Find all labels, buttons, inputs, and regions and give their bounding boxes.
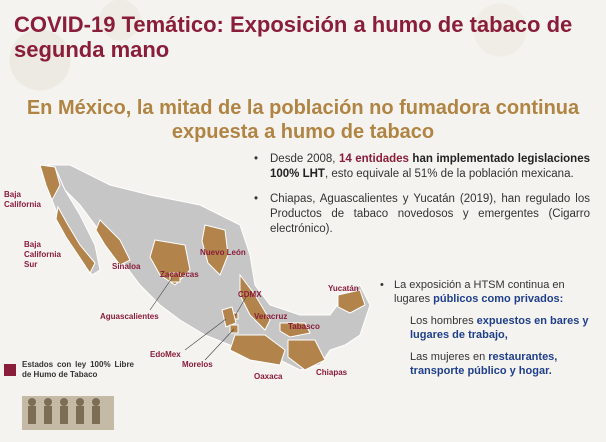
legend-text: Estados con ley 100% Libre de Humo de Ta… (22, 360, 134, 379)
label-aguascalientes: Aguascalientes (100, 312, 159, 321)
label-edomex: EdoMex (150, 350, 181, 359)
label-chiapas: Chiapas (316, 368, 348, 377)
label-nuevo-leon: Nuevo León (200, 248, 246, 257)
mexico-map (39, 164, 371, 371)
label-cdmx: CDMX (238, 290, 262, 299)
state-tabasco (279, 322, 311, 338)
state-oaxaca (229, 334, 286, 366)
entity-count: 14 entidades (338, 153, 409, 165)
legend-swatch (4, 364, 16, 376)
state-sinaloa (95, 219, 131, 266)
label-tabasco: Tabasco (288, 322, 320, 331)
state-aguascalientes (169, 272, 181, 283)
main-bullets: Desde 2008, 14 entidades han implementad… (250, 152, 590, 247)
label-yucatan: Yucatán (328, 284, 359, 293)
government-logo (22, 396, 114, 430)
label-veracruz: Veracruz (254, 312, 288, 321)
state-chiapas (287, 339, 326, 371)
leader-morelos (204, 328, 235, 361)
headline: En México, la mitad de la población no f… (26, 97, 580, 143)
bullet-regulation: Chiapas, Aguascalientes y Yucatán (2019)… (250, 192, 590, 237)
label-zacatecas: Zacatecas (160, 270, 199, 279)
bullet-legislation: Desde 2008, 14 entidades han implementad… (250, 152, 590, 182)
label-morelos: Morelos (182, 360, 213, 369)
state-baja-california (39, 164, 61, 202)
exposure-men: Los hombres expuestos en bares y lugares… (410, 315, 589, 341)
exposure-intro: La exposición a HTSM continua en lugares… (372, 278, 592, 306)
state-yucatan (337, 289, 366, 314)
leader-edomex (184, 318, 227, 351)
label-sinaloa: Sinaloa (112, 262, 141, 271)
state-veracruz (239, 273, 271, 331)
state-nuevo-leon (201, 224, 229, 276)
mexico-mainland (47, 164, 371, 371)
state-edomex (221, 306, 237, 328)
label-baja-california: Baja California (4, 190, 41, 209)
exposure-women: Las mujeres en restaurantes, transporte … (410, 351, 558, 377)
leader-aguascalientes (149, 277, 173, 311)
state-baja-california-sur (55, 205, 96, 274)
exposure-block: La exposición a HTSM continua en lugares… (372, 278, 592, 378)
label-baja-california-sur: Baja California Sur (24, 240, 61, 269)
leader-cdmx (234, 296, 247, 317)
label-oaxaca: Oaxaca (254, 372, 283, 381)
page-title: COVID-19 Temático: Exposición a humo de … (14, 12, 573, 62)
